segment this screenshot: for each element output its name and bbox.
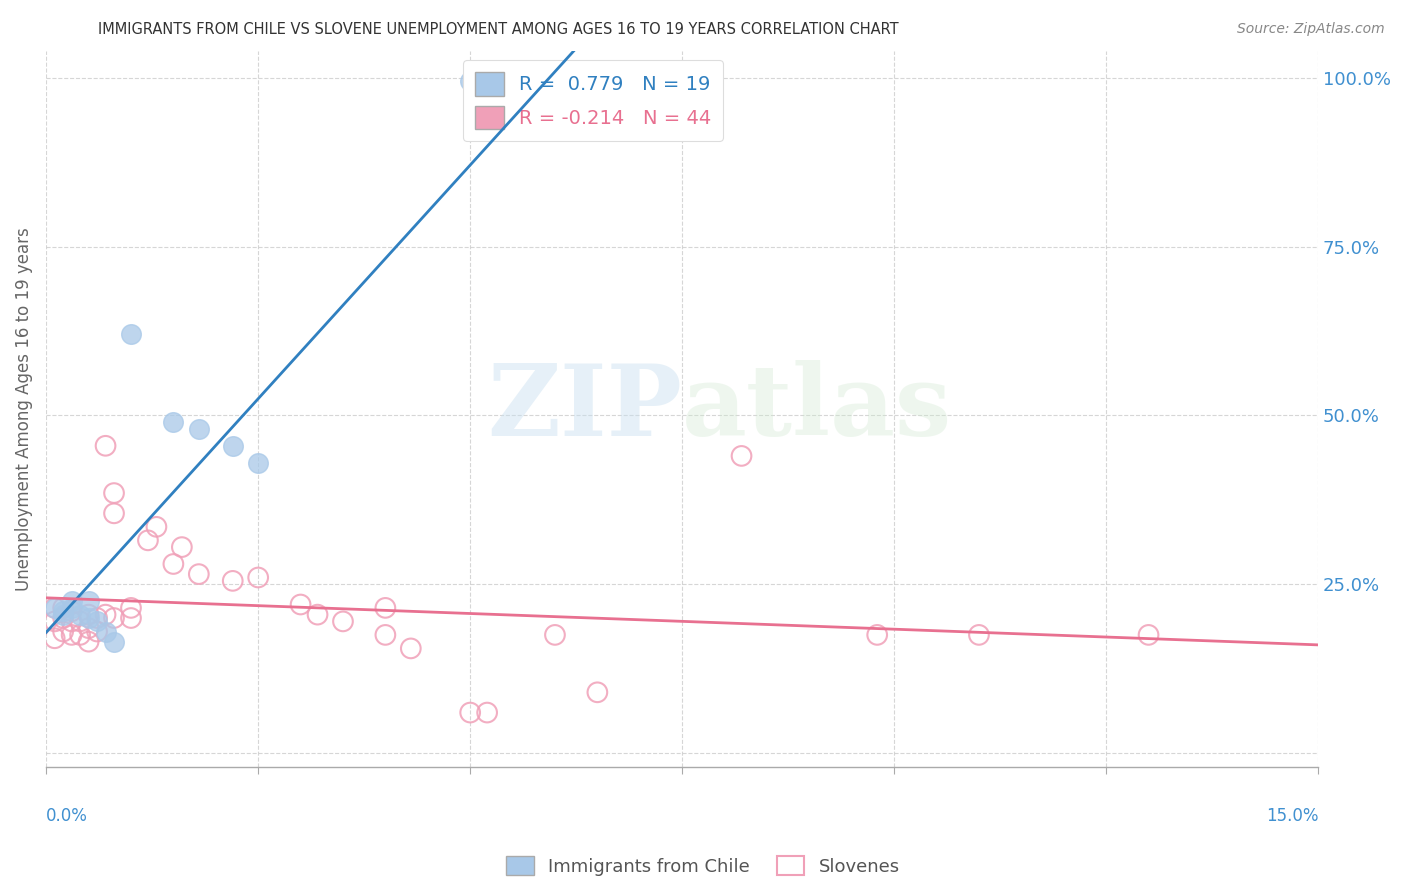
Point [187, 422, 209, 436]
Point [44, 632, 66, 646]
Point [94, 624, 117, 639]
Text: IMMIGRANTS FROM CHILE VS SLOVENE UNEMPLOYMENT AMONG AGES 16 TO 19 YEARS CORRELAT: IMMIGRANTS FROM CHILE VS SLOVENE UNEMPLO… [98, 22, 898, 37]
Point [730, 449, 752, 463]
Point [77, 634, 100, 648]
Point [94, 607, 117, 622]
Point [222, 574, 245, 588]
Point [247, 456, 270, 470]
Point [222, 439, 245, 453]
Point [52, 607, 75, 622]
Point [967, 628, 990, 642]
Point [120, 600, 142, 615]
Point [44, 615, 66, 629]
Point [458, 706, 481, 720]
Point [77, 607, 100, 622]
Point [247, 570, 270, 584]
Point [60, 628, 83, 642]
Point [60, 600, 83, 615]
Point [60, 594, 83, 608]
Point [162, 557, 184, 571]
Point [77, 594, 100, 608]
Point [307, 607, 329, 622]
Point [162, 415, 184, 429]
Point [44, 600, 66, 615]
Point [170, 540, 193, 554]
Point [866, 628, 889, 642]
Point [52, 600, 75, 615]
Text: 0.0%: 0.0% [46, 807, 89, 825]
Point [52, 611, 75, 625]
Text: 15.0%: 15.0% [1265, 807, 1319, 825]
Point [458, 74, 481, 88]
Legend: R =  0.779   N = 19, R = -0.214   N = 44: R = 0.779 N = 19, R = -0.214 N = 44 [463, 61, 723, 141]
Point [136, 533, 159, 548]
Text: atlas: atlas [682, 360, 952, 457]
Point [586, 74, 609, 88]
Point [544, 74, 567, 88]
Point [544, 628, 567, 642]
Point [103, 634, 125, 648]
Point [374, 600, 396, 615]
Point [103, 486, 125, 500]
Point [77, 621, 100, 635]
Point [332, 615, 354, 629]
Point [586, 685, 609, 699]
Point [103, 506, 125, 520]
Point [187, 567, 209, 582]
Point [52, 604, 75, 618]
Y-axis label: Unemployment Among Ages 16 to 19 years: Unemployment Among Ages 16 to 19 years [15, 227, 32, 591]
Point [77, 611, 100, 625]
Point [1137, 628, 1160, 642]
Point [86, 615, 108, 629]
Point [60, 615, 83, 629]
Point [475, 706, 498, 720]
Point [120, 611, 142, 625]
Point [44, 600, 66, 615]
Point [94, 439, 117, 453]
Text: Source: ZipAtlas.com: Source: ZipAtlas.com [1237, 22, 1385, 37]
Point [120, 327, 142, 342]
Point [86, 624, 108, 639]
Point [52, 624, 75, 639]
Point [69, 607, 91, 622]
Point [69, 615, 91, 629]
Point [103, 611, 125, 625]
Point [145, 520, 167, 534]
Point [86, 611, 108, 625]
Point [290, 598, 312, 612]
Text: ZIP: ZIP [488, 360, 682, 457]
Point [399, 641, 422, 656]
Point [69, 628, 91, 642]
Point [374, 628, 396, 642]
Point [60, 604, 83, 618]
Legend: Immigrants from Chile, Slovenes: Immigrants from Chile, Slovenes [499, 849, 907, 883]
